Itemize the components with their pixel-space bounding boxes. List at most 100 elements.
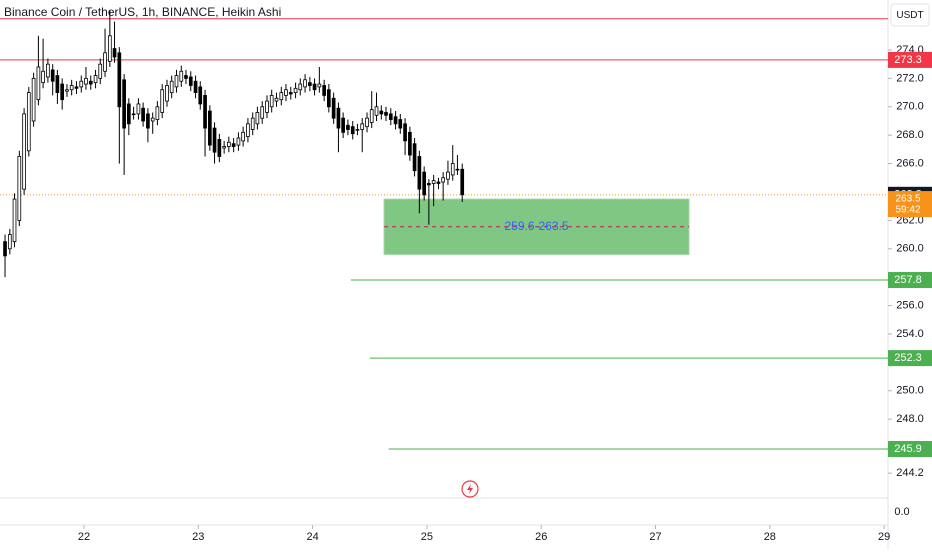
candle-body [355,129,360,131]
candle-body [26,92,31,152]
candle-body [117,52,122,108]
candle-body [88,80,93,85]
candle-body [265,100,269,113]
icon-bolt[interactable] [467,484,473,494]
candle-body [174,75,179,88]
price-label-bg [888,51,932,68]
candle-body [79,80,84,88]
candle-body [65,89,69,92]
candle-body [103,52,107,72]
y-tick-label: 262.0 [896,214,924,226]
y-tick-label: 248.0 [896,413,924,425]
candle-body [146,113,150,129]
candle-body [279,92,284,101]
candle-body [341,117,345,133]
currency-label[interactable]: USDT [896,10,923,21]
candle-body [141,107,145,122]
price-label-bg [888,272,932,289]
price-label: 252.3 [894,352,922,364]
countdown: 59:42 [895,205,920,216]
y-tick-label: 250.0 [896,385,924,397]
candle-body [122,79,126,129]
candle-body [436,181,441,184]
candle-body [369,109,374,123]
price-label: 257.8 [894,274,922,286]
candle-body [417,156,422,190]
y-tick-label: 270.0 [896,101,924,113]
x-tick-label: 28 [764,531,776,543]
price-label-bg [888,440,932,457]
candle-body [7,234,12,250]
candle-body [303,79,307,88]
candle-body [3,241,7,257]
candle-body [160,89,165,113]
candle-body [446,171,450,180]
candle-body [365,117,369,128]
x-tick-label: 22 [78,531,90,543]
candle-body [379,110,384,115]
candle-body [198,86,203,105]
y-tick-label: 268.0 [896,129,924,141]
candle-body [93,75,98,84]
candle-body [322,85,326,96]
candle-body [84,77,88,85]
candle-body [298,83,303,91]
candle-body [193,80,198,93]
candle-body [284,89,288,96]
candle-body [17,156,22,221]
candle-body [41,70,45,84]
candle-body [350,126,355,135]
y-tick-label: 256.0 [896,299,924,311]
y-tick-label: 260.0 [896,243,924,255]
candle-body [327,89,331,108]
candle-body [269,95,274,108]
candle-body [455,168,460,171]
candle-body [169,80,174,93]
x-tick-label: 27 [649,531,661,543]
y-tick-label: 272.0 [896,72,924,84]
candle-body [155,106,160,120]
candle-body [46,63,50,78]
candle-body [165,85,169,102]
currency-button[interactable] [890,3,930,27]
y-tick-label: 244.2 [896,467,924,479]
price-label-bg [888,350,932,367]
candle-body [150,117,155,122]
candle-body [126,103,131,125]
bid-label: 263.5 [895,194,920,205]
candle-body [331,97,336,119]
x-tick-label: 26 [535,531,547,543]
icon-circle[interactable] [461,480,479,498]
candle-body [403,123,407,142]
candle-body [412,143,417,172]
candle-body [422,171,427,196]
candle-body [246,123,250,138]
lightning-icon[interactable] [461,480,479,498]
candle-body [388,113,393,120]
pane-tick-label: 0.0 [894,506,909,518]
candle-body [60,83,65,101]
candle-body [112,48,117,58]
candle-body [336,107,341,129]
candle-body [312,83,317,91]
candle-body [317,83,322,88]
candle-body [208,110,212,146]
price-label: 245.9 [894,443,922,455]
candle-body [203,95,207,129]
candle-body [274,97,279,102]
candle-body [293,87,298,93]
candle-body [260,106,265,119]
candle-body [212,127,217,153]
candle-body [226,141,231,147]
candle-body [441,177,445,183]
candle-body [408,131,412,156]
candle-body [50,69,55,82]
candle-body [360,123,365,130]
candle-body [374,106,379,116]
chart-title: Binance Coin / TetherUS, 1h, BINANCE, He… [4,5,281,19]
candle-body [346,124,350,130]
candle-body [250,117,255,130]
candle-body [98,63,103,79]
candle-body [241,131,245,142]
